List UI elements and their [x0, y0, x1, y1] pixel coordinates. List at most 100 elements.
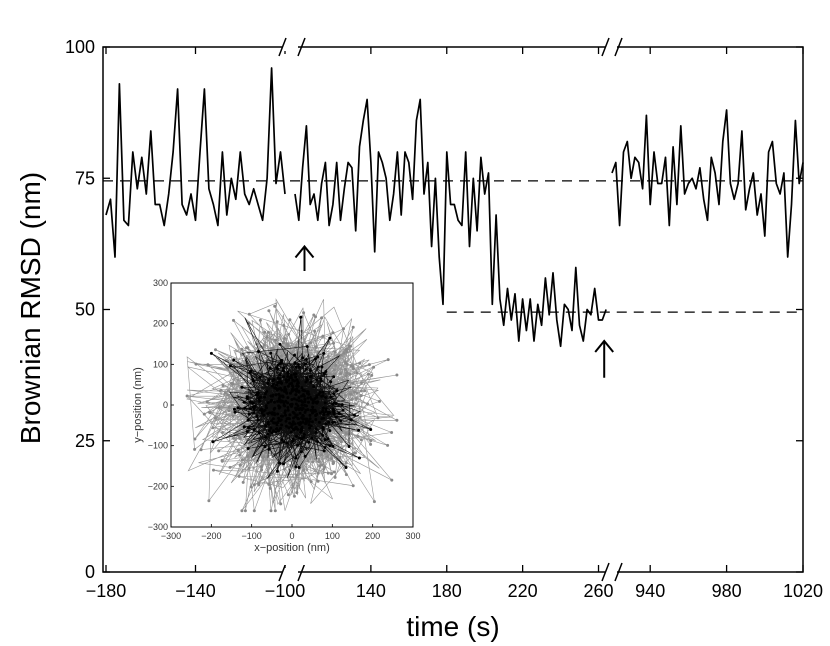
inset-point: [337, 385, 341, 389]
inset-point: [247, 312, 251, 316]
inset-point: [259, 344, 263, 348]
inset-point: [319, 379, 323, 383]
inset-point: [367, 372, 370, 376]
inset-point: [288, 413, 292, 417]
inset-point: [316, 471, 320, 475]
inset-point: [301, 356, 305, 360]
inset-point: [303, 403, 307, 407]
inset-point: [278, 405, 282, 409]
inset-point: [291, 437, 295, 441]
inset-point: [325, 363, 328, 367]
inset-point: [266, 432, 270, 436]
inset-point: [231, 414, 235, 418]
inset-point: [305, 376, 309, 380]
inset-point: [329, 395, 333, 399]
inset-point: [300, 428, 304, 432]
inset-point: [278, 373, 282, 377]
inset-point: [217, 449, 221, 453]
inset-point: [318, 390, 322, 394]
inset-point: [266, 381, 270, 385]
inset-point: [299, 455, 303, 459]
inset-point: [342, 327, 345, 331]
inset-point: [312, 385, 316, 389]
inset-point: [317, 460, 321, 464]
axis-break-mark: [614, 37, 623, 57]
inset-point: [194, 362, 198, 366]
inset-point: [321, 409, 325, 413]
inset-point: [294, 372, 298, 376]
inset-point: [353, 390, 357, 394]
inset-point: [271, 379, 275, 383]
inset-point: [287, 332, 291, 336]
inset-point: [310, 436, 314, 440]
inset-point: [328, 372, 332, 376]
inset-point: [247, 426, 250, 430]
series-line-segment-2: [611, 109, 804, 258]
inset-x-tick-label: −200: [201, 531, 221, 541]
inset-point: [280, 423, 284, 427]
annotation-arrows: [294, 244, 614, 378]
series-line-segment-1: [294, 98, 607, 348]
inset-point: [282, 366, 286, 370]
inset-point: [309, 341, 313, 345]
inset-point: [339, 353, 343, 357]
inset-point: [278, 342, 282, 346]
inset-point: [258, 318, 262, 322]
inset-point: [243, 406, 247, 410]
inset-point: [262, 413, 266, 417]
inset-point: [282, 324, 286, 327]
inset-point: [266, 401, 270, 405]
series-group: [105, 67, 804, 348]
inset-point: [280, 359, 284, 362]
inset-point: [376, 416, 380, 420]
inset-point: [282, 462, 285, 466]
inset-point: [241, 480, 245, 484]
inset-point: [314, 345, 318, 349]
inset-point: [231, 382, 235, 386]
inset-point: [332, 368, 336, 372]
inset-point: [321, 390, 325, 394]
inset-point: [302, 311, 306, 315]
inset-point: [329, 380, 333, 384]
inset-point: [277, 396, 281, 400]
inset-point: [202, 412, 206, 416]
inset-point: [248, 400, 252, 404]
inset-point: [330, 457, 333, 461]
inset-point: [279, 381, 283, 385]
axis-breaks: [278, 37, 623, 582]
inset-point: [300, 437, 304, 441]
inset-point: [273, 509, 277, 513]
inset-point: [269, 509, 273, 513]
inset-point: [246, 454, 250, 458]
inset-point: [240, 352, 243, 356]
inset-point: [293, 353, 296, 357]
inset-point: [259, 465, 263, 469]
inset-point: [291, 410, 295, 414]
axis-break-mark: [278, 562, 287, 582]
inset-point: [358, 361, 362, 365]
inset-point: [316, 365, 320, 369]
inset-point: [268, 411, 272, 415]
inset-y-axis-title: y−position (nm): [132, 367, 144, 443]
inset-point: [303, 450, 307, 454]
inset-point: [289, 373, 293, 377]
inset-y-tick-label: 100: [153, 359, 168, 369]
inset-point: [295, 473, 299, 477]
inset-point: [277, 392, 281, 396]
inset-point: [212, 468, 215, 472]
inset-point: [372, 500, 376, 504]
inset-point: [370, 373, 374, 377]
inset-point: [240, 458, 244, 462]
inset-point: [323, 401, 327, 405]
inset-x-tick-label: −300: [161, 531, 181, 541]
inset-point: [283, 467, 286, 471]
inset-point: [320, 365, 324, 369]
inset-point: [206, 363, 210, 367]
inset-point: [351, 381, 355, 385]
inset-point: [288, 417, 291, 421]
inset-point: [220, 459, 224, 462]
inset-point: [283, 349, 287, 353]
inset-point: [304, 350, 308, 354]
inset-point: [306, 408, 310, 412]
inset-plot: −300 −200 −100 0 100 200 300 300 200 100 0 −100 −200…: [113, 271, 430, 565]
